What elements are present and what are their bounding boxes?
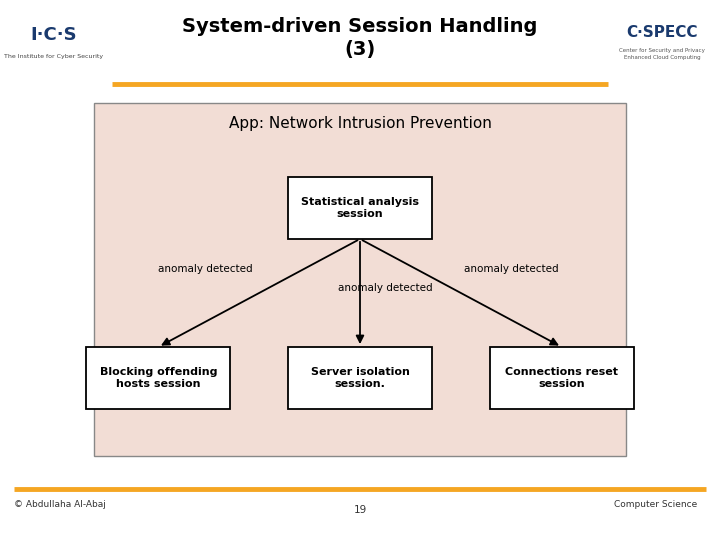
FancyBboxPatch shape bbox=[288, 347, 432, 409]
Text: anomaly detected: anomaly detected bbox=[158, 264, 253, 274]
FancyBboxPatch shape bbox=[288, 177, 432, 239]
Text: The Institute for Cyber Security: The Institute for Cyber Security bbox=[4, 54, 104, 59]
Text: I·C·S: I·C·S bbox=[31, 26, 77, 44]
Text: anomaly detected: anomaly detected bbox=[464, 264, 559, 274]
FancyBboxPatch shape bbox=[490, 347, 634, 409]
Text: Blocking offending
hosts session: Blocking offending hosts session bbox=[99, 367, 217, 389]
Text: Computer Science: Computer Science bbox=[613, 501, 697, 509]
Text: Server isolation
session.: Server isolation session. bbox=[310, 367, 410, 389]
Text: anomaly detected: anomaly detected bbox=[338, 282, 433, 293]
Text: Center for Security and Privacy
Enhanced Cloud Computing: Center for Security and Privacy Enhanced… bbox=[619, 49, 706, 59]
FancyBboxPatch shape bbox=[94, 103, 626, 456]
Text: App: Network Intrusion Prevention: App: Network Intrusion Prevention bbox=[228, 116, 492, 131]
Text: 19: 19 bbox=[354, 505, 366, 515]
Text: © Abdullaha Al-Abaj: © Abdullaha Al-Abaj bbox=[14, 501, 107, 509]
FancyBboxPatch shape bbox=[86, 347, 230, 409]
Text: System-driven Session Handling
(3): System-driven Session Handling (3) bbox=[182, 17, 538, 59]
Text: Statistical analysis
session: Statistical analysis session bbox=[301, 197, 419, 219]
Text: C·SPECC: C·SPECC bbox=[626, 25, 698, 40]
Text: Connections reset
session: Connections reset session bbox=[505, 367, 618, 389]
